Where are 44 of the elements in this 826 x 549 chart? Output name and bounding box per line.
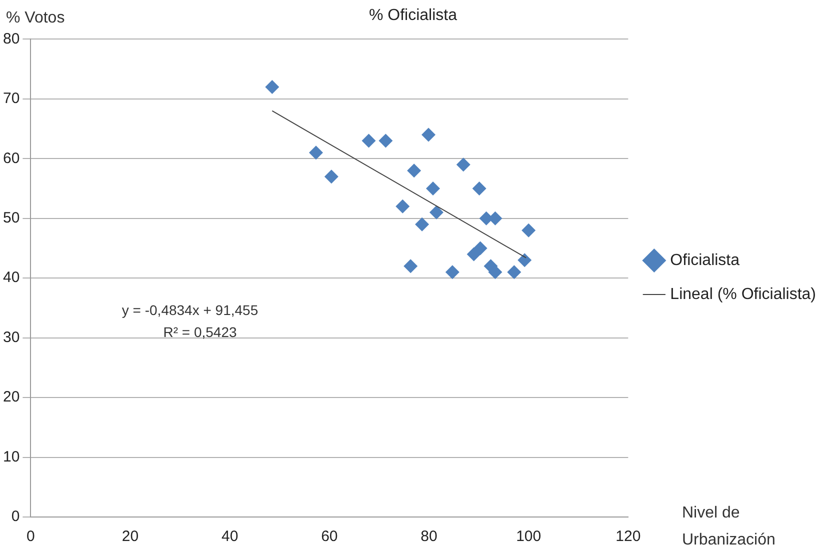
point [473, 241, 488, 256]
annotation: R² = 0,5423 [163, 324, 237, 340]
y-tick-label: 60 [2, 150, 20, 167]
point [265, 80, 280, 94]
point [488, 265, 502, 280]
annotation: y = -0,4834x + 91,455 [122, 302, 258, 318]
x-tick-label: 0 [26, 528, 35, 546]
point [308, 146, 323, 160]
y-tick-label: 20 [2, 388, 20, 406]
y-tick-label: 80 [2, 30, 20, 48]
x-tick-label: 60 [321, 528, 338, 546]
point [426, 182, 440, 196]
y-axis-title: % Votos [6, 9, 65, 26]
point [429, 205, 444, 220]
legend-label: Lineal (% Oficialista) [670, 286, 816, 303]
point [456, 158, 470, 172]
point [415, 217, 430, 232]
point [362, 134, 376, 148]
y-tick-label: 70 [2, 90, 20, 108]
legend-label: Oficialista [670, 252, 740, 269]
y-tick-label: 30 [2, 328, 20, 346]
x-tick-label: 40 [222, 528, 238, 546]
x-tick-label: 80 [420, 528, 438, 546]
point [378, 134, 393, 148]
point [324, 170, 338, 184]
point [507, 265, 522, 280]
point [518, 253, 532, 268]
x-tick-label: 120 [616, 528, 641, 546]
point [404, 259, 418, 274]
y-tick-label: 0 [11, 508, 20, 526]
x-tick-label: 20 [122, 528, 139, 546]
y-tick-label: 50 [2, 210, 20, 227]
x-tick-label: 100 [516, 528, 542, 546]
point [522, 223, 536, 238]
x-axis-title: Nivel de Urbanización [682, 504, 776, 548]
point [466, 247, 481, 262]
y-tick-label: 10 [2, 448, 20, 466]
point [472, 182, 486, 196]
point [396, 199, 410, 214]
point [445, 265, 460, 280]
y-tick-label: 40 [2, 269, 20, 286]
point [422, 128, 436, 142]
chart-title: % Oficialista [368, 7, 458, 24]
point [407, 164, 422, 178]
